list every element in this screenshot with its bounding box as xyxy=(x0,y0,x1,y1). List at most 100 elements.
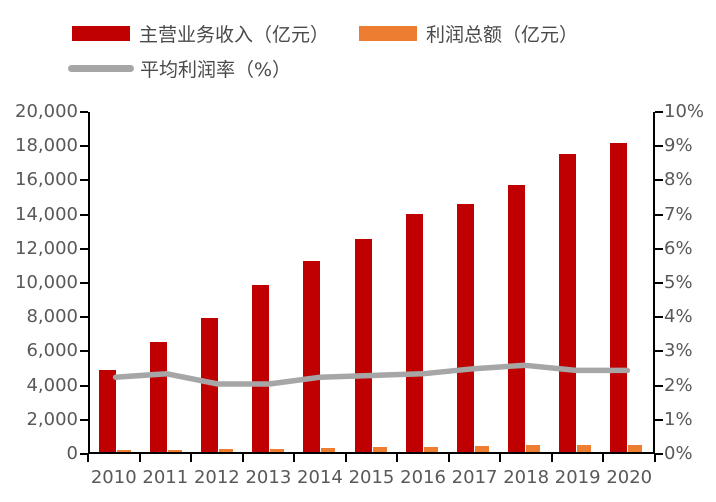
left-axis-tick-label: 0 xyxy=(66,443,78,464)
right-axis-tick-label: 5% xyxy=(664,272,693,293)
revenue-swatch-icon xyxy=(72,25,130,41)
x-axis-year-label: 2019 xyxy=(554,467,601,488)
profit-swatch-icon xyxy=(359,25,418,41)
legend-label-revenue: 主营业务收入（亿元） xyxy=(139,23,330,46)
x-axis-year-label: 2011 xyxy=(142,467,189,488)
left-axis-tick-label: 16,000 xyxy=(15,169,78,191)
x-axis-year-label: 2016 xyxy=(400,467,446,488)
right-axis-tick-label: 2% xyxy=(664,374,693,396)
right-axis-tick xyxy=(655,350,663,353)
right-axis-tick xyxy=(655,282,663,284)
legend-row-1: 主营业务收入（亿元） 利润总额（亿元） xyxy=(72,20,578,47)
left-axis-tick-label: 2,000 xyxy=(26,408,78,430)
right-axis-tick-label: 3% xyxy=(664,340,693,362)
left-axis-tick-label: 14,000 xyxy=(15,203,78,225)
legend-item-margin: 平均利润率（%） xyxy=(68,55,292,82)
left-axis-tick-label: 12,000 xyxy=(15,237,78,259)
x-axis-year-label: 2012 xyxy=(193,467,240,488)
right-axis-tick-label: 10% xyxy=(664,101,705,122)
left-axis-tick-label: 6,000 xyxy=(26,340,78,362)
x-axis-year-label: 2020 xyxy=(606,467,653,488)
profit-bar xyxy=(474,445,489,452)
left-axis-tick-label: 8,000 xyxy=(26,306,78,328)
x-axis-year-label: 2014 xyxy=(297,467,343,488)
left-axis-tick xyxy=(80,418,88,421)
left-axis-tick xyxy=(80,247,88,250)
left-axis-tick xyxy=(80,145,88,148)
right-axis-tick-label: 0% xyxy=(664,443,693,464)
revenue-bar xyxy=(508,185,525,452)
revenue-bar xyxy=(559,153,577,452)
revenue-bar xyxy=(303,260,321,452)
x-axis-tick xyxy=(190,454,193,462)
right-axis-tick xyxy=(655,418,663,421)
revenue-bar xyxy=(149,341,167,452)
profit-bar xyxy=(577,444,592,452)
revenue-bar xyxy=(98,370,116,452)
left-axis-tick-label: 18,000 xyxy=(15,135,78,157)
left-axis-tick-label: 4,000 xyxy=(26,374,78,396)
revenue-bar xyxy=(456,203,474,452)
right-axis-tick xyxy=(655,213,663,216)
profit-bar xyxy=(270,448,285,452)
x-axis-tick xyxy=(602,454,605,462)
left-axis-tick xyxy=(80,316,88,319)
right-axis-tick xyxy=(655,453,663,455)
profit-bar xyxy=(423,446,438,452)
left-axis-tick xyxy=(80,111,88,113)
left-axis-tick xyxy=(80,350,88,353)
right-axis-tick xyxy=(655,179,663,182)
left-axis-tick xyxy=(80,453,88,455)
legend-item-revenue: 主营业务收入（亿元） xyxy=(72,20,329,47)
right-axis-tick xyxy=(655,247,663,250)
legend-item-profit: 利润总额（亿元） xyxy=(359,20,578,47)
legend-row-2: 平均利润率（%） xyxy=(68,55,578,82)
left-axis-tick xyxy=(80,179,88,182)
profit-bar xyxy=(526,445,540,452)
x-axis-year-label: 2018 xyxy=(503,467,550,488)
profit-bar xyxy=(167,449,182,452)
x-axis-tick xyxy=(87,454,89,462)
plot-series-layer xyxy=(90,112,653,452)
profit-bar xyxy=(372,447,387,452)
x-axis-year-label: 2013 xyxy=(245,467,292,488)
revenue-bar xyxy=(405,214,423,452)
revenue-bar xyxy=(354,238,372,452)
x-axis-tick xyxy=(396,454,399,462)
right-axis-tick xyxy=(655,316,663,319)
x-axis-tick xyxy=(293,454,296,462)
x-axis-year-label: 2017 xyxy=(451,467,498,488)
legend-label-profit: 利润总额（亿元） xyxy=(426,23,579,46)
revenue-bar xyxy=(252,284,270,452)
x-axis-tick xyxy=(550,454,553,462)
right-axis-tick-label: 4% xyxy=(664,306,693,328)
right-axis-tick-label: 6% xyxy=(664,237,693,259)
right-axis-tick xyxy=(655,145,663,148)
x-axis-tick xyxy=(654,454,656,462)
left-axis-tick-label: 20,000 xyxy=(15,101,78,122)
right-axis-tick-label: 7% xyxy=(664,203,693,225)
profit-bar xyxy=(219,449,233,452)
margin-line xyxy=(112,362,631,387)
x-axis-year-label: 2010 xyxy=(90,467,137,488)
revenue-bar xyxy=(610,142,628,452)
x-axis-tick xyxy=(241,454,244,462)
left-axis-tick-label: 10,000 xyxy=(15,272,78,293)
left-axis-tick xyxy=(80,384,88,387)
right-axis-tick xyxy=(655,111,663,113)
profit-bar xyxy=(321,447,336,452)
left-axis-tick xyxy=(80,213,88,216)
x-axis-tick xyxy=(499,454,502,462)
legend-label-margin: 平均利润率（%） xyxy=(140,58,292,81)
plot-area xyxy=(88,112,655,454)
left-axis-tick xyxy=(80,282,88,284)
x-axis-tick xyxy=(344,454,347,462)
right-axis-tick-label: 9% xyxy=(664,135,693,157)
right-axis-tick-label: 8% xyxy=(664,169,693,191)
x-axis-year-label: 2015 xyxy=(348,467,395,488)
profit-bar xyxy=(628,444,643,452)
x-axis-tick xyxy=(138,454,141,462)
chart-legend: 主营业务收入（亿元） 利润总额（亿元） 平均利润率（%） xyxy=(68,20,578,91)
right-axis-tick-label: 1% xyxy=(664,408,693,430)
